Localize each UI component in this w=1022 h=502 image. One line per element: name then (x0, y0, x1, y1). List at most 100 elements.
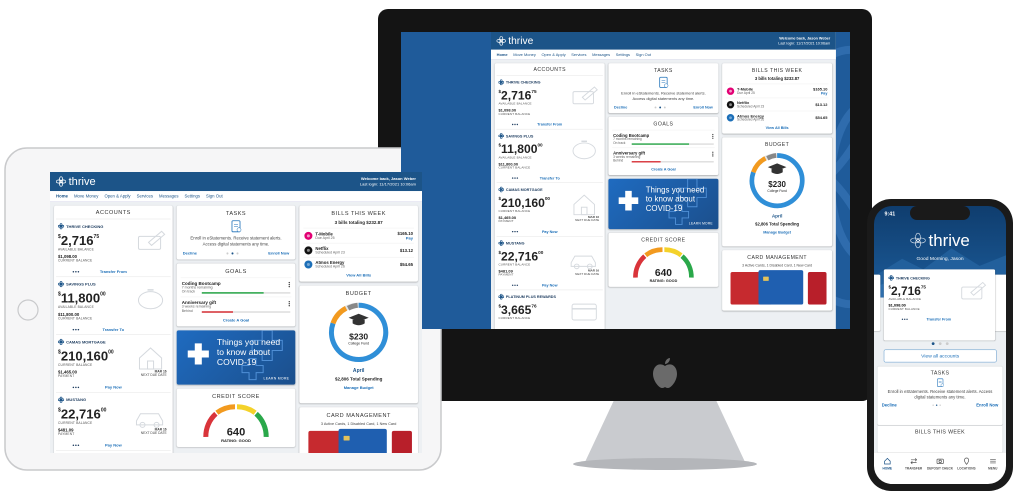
bill-pay[interactable]: Pay (405, 235, 413, 241)
nav-link[interactable]: Messages (159, 193, 179, 199)
decline[interactable]: Decline (881, 402, 897, 408)
tab-bar: HOME TRANSFER DEPOSIT CHECK LOCATIONS MENU (874, 452, 1006, 484)
nav-link[interactable]: Home (496, 52, 508, 57)
kebab-part (712, 155, 714, 157)
credit-rating: RATING: GOOD (221, 438, 251, 443)
bill-pay[interactable]: Pay (820, 91, 828, 96)
covid-banner[interactable]: Things you need to know about COVID-19 LE… (176, 330, 296, 385)
view-bills[interactable]: View All Bills (346, 273, 372, 278)
create-goal[interactable]: Create A Goal (222, 317, 250, 323)
tab[interactable]: TRANSFER (900, 453, 926, 484)
account-name: THRIVE CHECKING (505, 80, 541, 85)
nav-link[interactable]: Messages (592, 52, 611, 57)
budget-month: April (352, 368, 365, 374)
logo-mark-part (58, 224, 62, 228)
account-item: THRIVE CHECKING $2,71675 AVAILABLE BALANCE… (56, 218, 171, 277)
goal-info: Anniversary gift 3 weeks remaining (613, 151, 645, 159)
nav-link[interactable]: Sign Out (635, 52, 652, 57)
nav-link[interactable]: Services (136, 193, 153, 199)
bill-when: Scheduled April 26 (315, 265, 345, 269)
card-title: ACCOUNTS (95, 209, 131, 216)
kebab-part (712, 133, 714, 136)
tab[interactable]: DEPOSIT CHECK (927, 453, 953, 484)
amount: 2,716 (891, 283, 921, 298)
currency: $ (498, 89, 502, 95)
card-images (308, 428, 412, 453)
due-date: MAR 16 (588, 269, 600, 273)
tab[interactable]: LOCATIONS (953, 453, 979, 484)
more-button[interactable] (58, 444, 93, 446)
columns: ACCOUNTS THRIVE CHECKING $2,71675 AVAILABLE… (50, 202, 422, 453)
decline[interactable]: Decline (614, 105, 628, 110)
nav-link[interactable]: Settings (615, 52, 631, 57)
account-header: SAVINGS PLUS (498, 133, 601, 139)
tab[interactable]: HOME (874, 453, 900, 484)
manage-budget[interactable]: Manage Budget (343, 385, 374, 391)
account-action[interactable]: Pay Now (541, 282, 558, 288)
view-all-button[interactable]: View all accounts (883, 349, 997, 363)
kebab-part (712, 151, 714, 153)
account-action[interactable]: Transfer From (926, 317, 952, 322)
nav-link[interactable]: Settings (184, 193, 200, 199)
goal-menu[interactable] (288, 281, 290, 290)
nav-link[interactable]: Home (56, 193, 68, 199)
dot (77, 270, 79, 273)
currency: $ (58, 407, 61, 413)
account-illustration-part (138, 347, 163, 370)
nav-link[interactable]: Move Money (73, 193, 99, 199)
enroll[interactable]: Enroll Now (976, 402, 999, 408)
account-action[interactable]: Transfer From (99, 269, 127, 274)
nav-link[interactable]: Open & Apply (541, 52, 566, 57)
nav-link[interactable]: Open & Apply (104, 193, 131, 199)
cents: 00 (544, 196, 551, 202)
enroll[interactable]: Enroll Now (693, 105, 713, 110)
account-footer: Pay Now (58, 384, 169, 390)
account-action[interactable]: Transfer From (537, 122, 563, 127)
card-images-part (807, 271, 827, 305)
more-button[interactable] (58, 328, 93, 331)
kebab-part (712, 153, 714, 155)
goal: Coding Bootcamp 7 months remaining On trac… (180, 277, 292, 297)
tasks-card: TASKS Enroll in eStatements. Receive stat… (176, 205, 296, 260)
account-action[interactable]: Transfer To (539, 175, 560, 180)
account-action[interactable]: Transfer To (102, 327, 125, 332)
more-button[interactable] (58, 270, 93, 273)
bill-amt: $165.10 Pay (398, 231, 413, 241)
currency: $ (498, 250, 502, 256)
more-button[interactable] (498, 230, 531, 233)
kebab (712, 133, 714, 139)
manage-budget[interactable]: Manage Budget (763, 230, 792, 235)
more-button[interactable] (889, 318, 921, 320)
goal-menu[interactable] (712, 151, 714, 158)
more-button[interactable] (498, 177, 531, 179)
view-bills[interactable]: View All Bills (765, 125, 789, 130)
more-button[interactable] (498, 284, 531, 286)
tab-icon (910, 458, 917, 465)
last-login: Last login: 11/17/2021 10:06am (359, 182, 416, 187)
credit-gauge-part (644, 247, 663, 258)
amount-label: CURRENT BALANCE (498, 316, 531, 320)
kebab-part (712, 135, 714, 138)
enroll[interactable]: Enroll Now (268, 250, 290, 256)
logo-mark (498, 186, 505, 193)
goal-menu[interactable] (288, 300, 290, 309)
decline[interactable]: Decline (182, 250, 198, 256)
account-action[interactable]: Pay Now (104, 442, 122, 448)
tab[interactable]: MENU (980, 453, 1006, 484)
account-action[interactable]: Pay Now (541, 229, 558, 234)
covid-banner[interactable]: Things you need to know about COVID-19 LE… (608, 178, 719, 230)
account-item: THRIVE CHECKING $2,71675 AVAILABLE BALANCE… (496, 75, 603, 129)
more-button[interactable] (58, 386, 93, 388)
dot (72, 386, 74, 388)
dashboard: thrive Welcome back, Jason Weber Last logi… (50, 172, 422, 453)
account-action[interactable]: Pay Now (104, 384, 122, 390)
goal-menu[interactable] (712, 133, 714, 141)
create-goal[interactable]: Create A Goal (651, 167, 676, 172)
account-illustration-part (147, 360, 155, 370)
covid-crosses (187, 330, 283, 381)
logo-mark-part (60, 282, 65, 286)
nav-link[interactable]: Move Money (513, 52, 536, 57)
more-button[interactable] (498, 123, 531, 125)
nav-link[interactable]: Sign Out (206, 193, 223, 199)
nav-link[interactable]: Services (571, 52, 587, 57)
